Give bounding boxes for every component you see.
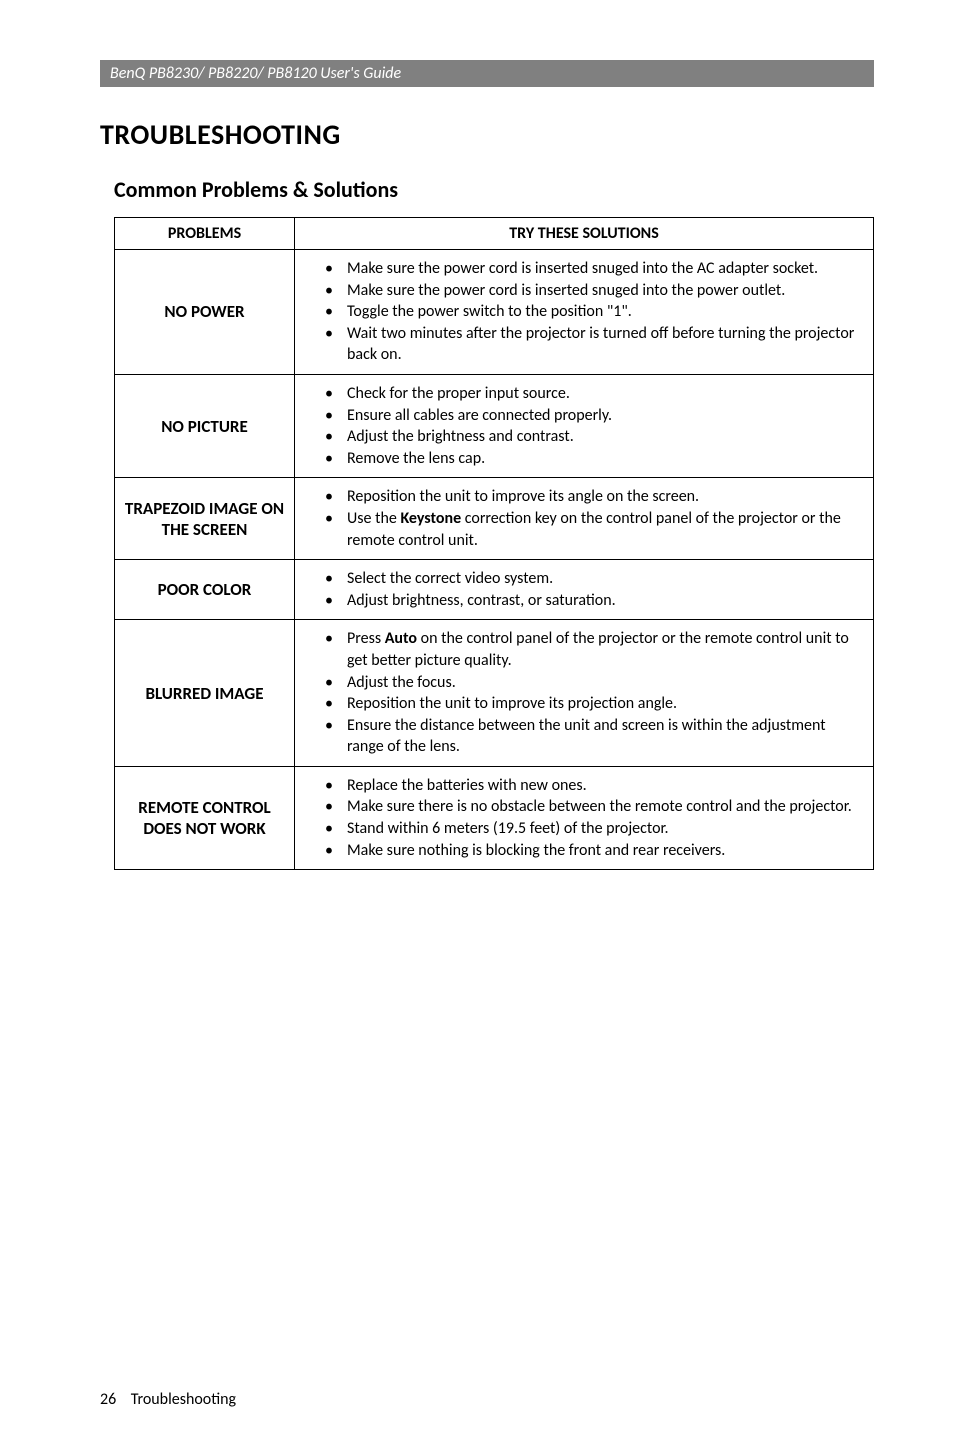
solution-cell: Check for the proper input source.Ensure… [295, 374, 874, 477]
solution-item: Make sure the power cord is inserted snu… [331, 258, 865, 280]
solution-item: Toggle the power switch to the position … [331, 301, 865, 323]
solution-item: Ensure the distance between the unit and… [331, 715, 865, 758]
solution-item: Use the Keystone correction key on the c… [331, 508, 865, 551]
solution-cell: Press Auto on the control panel of the p… [295, 620, 874, 767]
text-bold: Keystone [400, 509, 461, 528]
solution-list: Reposition the unit to improve its angle… [303, 486, 865, 551]
problem-label: POOR COLOR [115, 560, 295, 620]
problem-label: NO POWER [115, 250, 295, 375]
table-row: POOR COLORSelect the correct video syste… [115, 560, 874, 620]
solution-list: Replace the batteries with new ones.Make… [303, 775, 865, 861]
solution-cell: Replace the batteries with new ones.Make… [295, 766, 874, 869]
solution-list: Select the correct video system.Adjust b… [303, 568, 865, 611]
table-row: REMOTE CONTROL DOES NOT WORKReplace the … [115, 766, 874, 869]
text-pre: Press [347, 629, 385, 648]
solution-list: Press Auto on the control panel of the p… [303, 628, 865, 758]
problem-label: REMOTE CONTROL DOES NOT WORK [115, 766, 295, 869]
solution-item: Check for the proper input source. [331, 383, 865, 405]
text-bold: Auto [385, 629, 417, 648]
solution-item: Reposition the unit to improve its proje… [331, 693, 865, 715]
page-number: 26 [100, 1390, 116, 1409]
problem-label: NO PICTURE [115, 374, 295, 477]
section-title: Common Problems & Solutions [114, 176, 874, 203]
text-pre: Use the [347, 509, 400, 528]
table-row: NO PICTURECheck for the proper input sou… [115, 374, 874, 477]
solution-item: Make sure there is no obstacle between t… [331, 796, 865, 818]
solution-cell: Select the correct video system.Adjust b… [295, 560, 874, 620]
text-post: on the control panel of the projector or… [347, 629, 849, 670]
problem-label: BLURRED IMAGE [115, 620, 295, 767]
solution-item: Make sure the power cord is inserted snu… [331, 280, 865, 302]
solution-item: Adjust the brightness and contrast. [331, 426, 865, 448]
solution-item: Make sure nothing is blocking the front … [331, 840, 865, 862]
col-problems: PROBLEMS [115, 218, 295, 250]
header-text: BenQ PB8230/ PB8220/ PB8120 User's Guide [110, 64, 401, 83]
solution-item: Replace the batteries with new ones. [331, 775, 865, 797]
solution-item: Stand within 6 meters (19.5 feet) of the… [331, 818, 865, 840]
header-bar: BenQ PB8230/ PB8220/ PB8120 User's Guide [100, 60, 874, 87]
table-row: NO POWER Make sure the power cord is inse… [115, 250, 874, 375]
solution-cell: Make sure the power cord is inserted snu… [295, 250, 874, 375]
troubleshooting-table: PROBLEMS TRY THESE SOLUTIONS NO POWER Mak… [114, 217, 874, 870]
solution-item: Select the correct video system. [331, 568, 865, 590]
page-title: TROUBLESHOOTING [100, 117, 874, 152]
solution-item: Remove the lens cap. [331, 448, 865, 470]
table-row: BLURRED IMAGE Press Auto on the control p… [115, 620, 874, 767]
footer: 26 Troubleshooting [100, 1390, 874, 1409]
solution-item: Reposition the unit to improve its angle… [331, 486, 865, 508]
solution-list: Make sure the power cord is inserted snu… [303, 258, 865, 366]
solution-item: Adjust brightness, contrast, or saturati… [331, 590, 865, 612]
solution-cell: Reposition the unit to improve its angle… [295, 478, 874, 560]
solution-item: Press Auto on the control panel of the p… [331, 628, 865, 671]
solution-item: Ensure all cables are connected properly… [331, 405, 865, 427]
table-row: TRAPEZOID IMAGE ON THE SCREEN Reposition … [115, 478, 874, 560]
problem-label: TRAPEZOID IMAGE ON THE SCREEN [115, 478, 295, 560]
solution-list: Check for the proper input source.Ensure… [303, 383, 865, 469]
solution-item: Adjust the focus. [331, 672, 865, 694]
solution-item: Wait two minutes after the projector is … [331, 323, 865, 366]
col-solutions: TRY THESE SOLUTIONS [295, 218, 874, 250]
footer-section: Troubleshooting [131, 1390, 236, 1409]
